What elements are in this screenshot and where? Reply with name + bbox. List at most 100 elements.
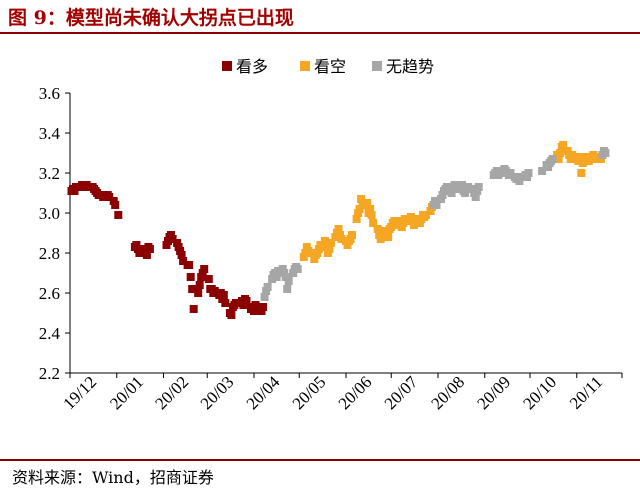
data-point-0-43 <box>185 261 194 269</box>
data-point-0-4 <box>73 183 82 191</box>
y-axis: 2.2 2.4 2.6 2.8 3.0 3.2 3.4 3.6 <box>39 84 71 383</box>
data-point-2-57 <box>524 169 533 177</box>
data-point-0-60 <box>219 291 228 299</box>
data-point-2-54 <box>517 173 525 181</box>
data-point-0-56 <box>210 287 219 295</box>
data-point-1-76 <box>580 153 589 161</box>
data-point-0-46 <box>189 305 198 313</box>
data-point-1-49 <box>400 215 409 223</box>
data-point-1-9 <box>316 241 325 249</box>
data-point-0-36 <box>168 235 177 243</box>
x-tick-label: 20/10 <box>519 372 560 413</box>
data-point-0-63 <box>227 311 236 319</box>
data-point-1-14 <box>326 239 335 247</box>
legend-label-1: 看空 <box>314 57 346 76</box>
bottom-divider <box>0 459 640 461</box>
data-point-2-7 <box>274 267 283 275</box>
legend-marker-2 <box>372 61 382 71</box>
data-point-2-34 <box>464 183 473 191</box>
data-point-1-33 <box>367 211 376 219</box>
x-tick-label: 20/08 <box>427 372 468 413</box>
scatter-chart: 看多 看空 无趋势 2.22.42.62.83.03.23.43.6 19/12 20… <box>39 57 623 413</box>
y-tick-label: 3.2 <box>39 164 60 183</box>
data-point-1-24 <box>348 231 356 239</box>
data-point-1-74 <box>577 169 586 177</box>
data-point-1-53 <box>409 221 418 229</box>
data-point-0-71 <box>242 297 251 305</box>
legend-label-2: 无趋势 <box>386 57 434 76</box>
data-point-2-37 <box>471 193 480 201</box>
data-points <box>67 141 610 319</box>
chart-legend: 看多 看空 无趋势 <box>222 57 434 76</box>
data-point-2-58 <box>538 167 547 175</box>
y-tick-label: 2.4 <box>39 324 61 343</box>
y-tick-label: 3.4 <box>39 124 61 143</box>
data-point-1-19 <box>337 235 346 243</box>
data-point-1-71 <box>569 153 578 161</box>
x-axis: 19/12 20/01 20/02 20/03 20/04 20/05 20/06 20/07… <box>59 372 623 413</box>
data-point-0-48 <box>195 281 204 289</box>
data-point-2-66 <box>601 149 610 157</box>
data-point-0-29 <box>142 251 151 259</box>
data-point-1-54 <box>411 215 420 223</box>
data-point-1-66 <box>559 141 568 149</box>
data-point-0-31 <box>145 245 154 253</box>
x-tick-label: 20/03 <box>197 372 238 413</box>
data-point-2-16 <box>293 265 302 273</box>
data-point-2-11 <box>283 285 292 293</box>
x-tick-label: 20/04 <box>243 372 284 413</box>
x-tick-label: 20/05 <box>289 372 330 413</box>
data-point-0-27 <box>136 245 145 253</box>
data-point-1-17 <box>334 225 343 233</box>
x-tick-label: 20/06 <box>335 372 376 413</box>
x-tick-label: 19/12 <box>59 372 100 413</box>
data-point-0-40 <box>177 251 186 259</box>
x-tick-label: 20/11 <box>566 372 606 412</box>
x-tick-label: 20/07 <box>381 372 422 413</box>
data-point-1-13 <box>325 245 334 253</box>
data-point-1-40 <box>384 233 393 241</box>
data-point-1-10 <box>320 237 329 245</box>
data-point-1-63 <box>554 155 563 163</box>
data-point-1-39 <box>379 227 388 235</box>
x-tick-label: 20/01 <box>106 372 147 413</box>
data-point-2-6 <box>272 273 281 281</box>
data-point-2-49 <box>506 169 515 177</box>
source-note: 资料来源：Wind，招商证券 <box>12 468 214 487</box>
data-point-0-21 <box>111 201 120 209</box>
figure-title: 图 9：模型尚未确认大拐点已出现 <box>8 7 294 29</box>
data-point-2-63 <box>548 155 557 163</box>
y-tick-label: 2.2 <box>39 364 60 383</box>
data-point-0-14 <box>94 191 103 199</box>
data-point-2-19 <box>432 201 441 209</box>
legend-marker-0 <box>222 61 232 71</box>
data-point-0-44 <box>186 273 195 281</box>
data-point-2-39 <box>474 183 483 191</box>
data-point-1-4 <box>305 249 314 257</box>
y-tick-label: 3.0 <box>39 204 60 223</box>
data-point-1-64 <box>556 149 565 157</box>
data-point-1-28 <box>357 195 366 203</box>
data-point-0-76 <box>253 305 261 313</box>
data-point-0-9 <box>84 183 93 191</box>
data-point-2-0 <box>260 293 269 301</box>
data-point-0-41 <box>179 257 188 265</box>
data-point-2-30 <box>458 181 467 189</box>
data-point-2-44 <box>495 169 504 177</box>
data-point-2-12 <box>284 277 293 285</box>
data-point-0-22 <box>114 211 123 219</box>
data-point-1-29 <box>358 201 367 209</box>
data-point-2-2 <box>263 283 272 291</box>
legend-marker-1 <box>300 61 310 71</box>
data-point-1-32 <box>366 205 375 213</box>
data-point-1-35 <box>373 225 382 233</box>
x-tick-label: 20/02 <box>151 372 192 413</box>
data-point-0-78 <box>259 303 267 311</box>
y-tick-label: 2.8 <box>39 244 60 263</box>
data-point-1-25 <box>352 215 361 223</box>
data-point-2-24 <box>443 183 451 191</box>
data-point-1-59 <box>421 211 430 219</box>
data-point-0-47 <box>194 289 203 297</box>
data-point-0-51 <box>200 265 209 273</box>
y-tick-label: 2.6 <box>39 284 60 303</box>
